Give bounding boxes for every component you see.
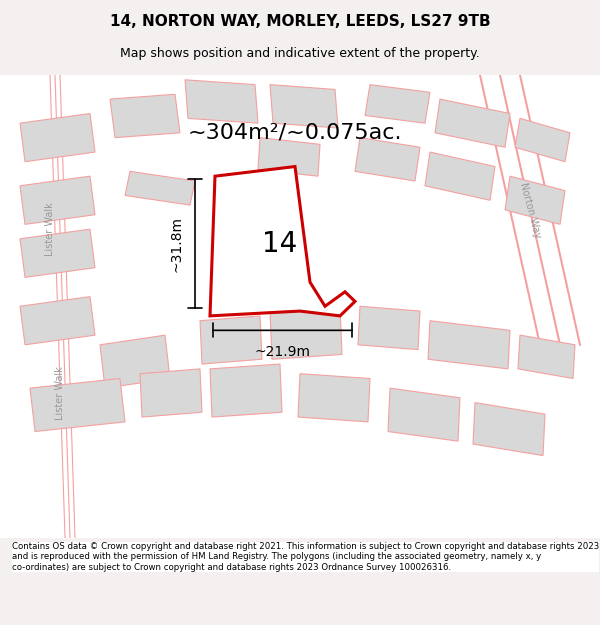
Text: Contains OS data © Crown copyright and database right 2021. This information is : Contains OS data © Crown copyright and d… — [12, 542, 599, 572]
Polygon shape — [365, 84, 430, 123]
Polygon shape — [210, 166, 355, 316]
Polygon shape — [298, 374, 370, 422]
Text: ~21.9m: ~21.9m — [254, 345, 311, 359]
Polygon shape — [505, 176, 565, 224]
Polygon shape — [20, 176, 95, 224]
Polygon shape — [358, 306, 420, 349]
Polygon shape — [185, 80, 258, 123]
Polygon shape — [258, 138, 320, 176]
Polygon shape — [140, 369, 202, 417]
Polygon shape — [515, 118, 570, 162]
Text: 14, NORTON WAY, MORLEY, LEEDS, LS27 9TB: 14, NORTON WAY, MORLEY, LEEDS, LS27 9TB — [110, 14, 490, 29]
Polygon shape — [435, 99, 510, 148]
Polygon shape — [210, 364, 282, 417]
Text: Norton Way: Norton Way — [518, 181, 542, 239]
Polygon shape — [473, 402, 545, 456]
Polygon shape — [355, 138, 420, 181]
Text: Map shows position and indicative extent of the property.: Map shows position and indicative extent… — [120, 48, 480, 61]
Polygon shape — [125, 171, 195, 205]
Polygon shape — [270, 84, 338, 128]
Polygon shape — [428, 321, 510, 369]
Text: 14: 14 — [262, 229, 298, 258]
Polygon shape — [100, 335, 170, 388]
Text: Lister Walk: Lister Walk — [45, 202, 55, 256]
Text: ~31.8m: ~31.8m — [169, 216, 183, 272]
Polygon shape — [20, 297, 95, 345]
Polygon shape — [518, 335, 575, 379]
Polygon shape — [388, 388, 460, 441]
Polygon shape — [20, 229, 95, 278]
Text: ~304m²/~0.075ac.: ~304m²/~0.075ac. — [188, 122, 402, 142]
Text: Lister Walk: Lister Walk — [55, 366, 65, 420]
Polygon shape — [30, 379, 125, 431]
Polygon shape — [270, 306, 342, 359]
Polygon shape — [425, 152, 495, 200]
Polygon shape — [110, 94, 180, 138]
Polygon shape — [200, 316, 262, 364]
Polygon shape — [20, 114, 95, 162]
